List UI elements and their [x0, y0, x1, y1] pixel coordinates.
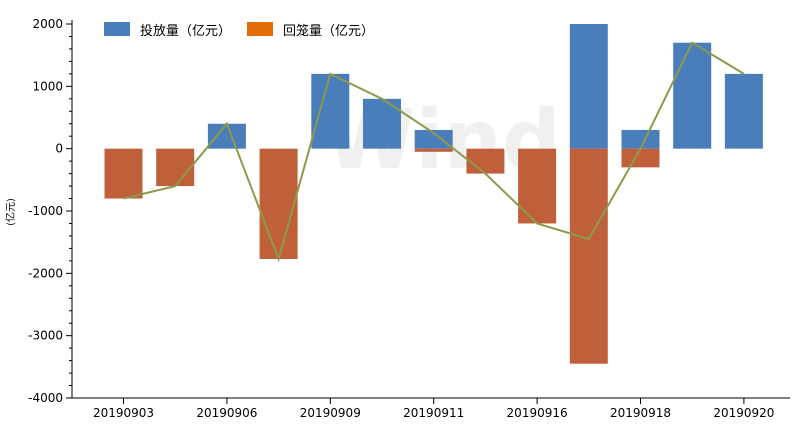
injection-bar — [311, 73, 350, 149]
injection-bar — [673, 42, 712, 149]
y-tick-label: -3000 — [28, 329, 63, 343]
legend-swatch — [104, 22, 130, 36]
x-tick-label: 20190920 — [713, 406, 774, 420]
y-axis-label: (亿元) — [4, 198, 17, 226]
y-tick-label: -1000 — [28, 204, 63, 218]
withdrawal-bar — [104, 148, 143, 199]
x-tick-label: 20190903 — [93, 406, 154, 420]
y-tick-label: 1000 — [32, 79, 63, 93]
injection-bar — [724, 73, 763, 149]
withdrawal-bar — [156, 148, 195, 187]
withdrawal-bar — [259, 148, 298, 259]
net-line — [123, 41, 745, 263]
withdrawal-bar — [621, 148, 660, 168]
injection-bar — [207, 123, 246, 149]
injection-bar — [621, 129, 660, 149]
bars — [104, 24, 763, 364]
withdrawal-bar — [569, 148, 608, 364]
x-tick-label: 20190909 — [300, 406, 361, 420]
y-tick-label: -4000 — [28, 391, 63, 405]
injection-bar — [414, 129, 453, 149]
x-tick-label: 20190906 — [196, 406, 257, 420]
withdrawal-bar — [518, 148, 557, 224]
y-tick-label: -2000 — [28, 266, 63, 280]
x-axis: 20190903 20190906 20190909 20190911 20190916… — [72, 397, 790, 420]
x-tick-label: 20190916 — [507, 406, 568, 420]
legend-label: 回笼量（亿元） — [283, 23, 374, 39]
y-tick-label: 2000 — [32, 17, 63, 31]
x-tick-label: 20190911 — [403, 406, 464, 420]
withdrawal-bar — [414, 148, 453, 152]
legend-label: 投放量（亿元） — [140, 23, 231, 39]
y-tick-label: 0 — [55, 142, 63, 156]
injection-bar — [569, 24, 608, 149]
legend-swatch — [247, 22, 273, 36]
withdrawal-bar — [466, 148, 505, 174]
y-axis: 2000 1000 0 -1000 -2000 -3000 -4000 — [28, 17, 73, 405]
x-tick-label: 20190918 — [610, 406, 671, 420]
legend: 投放量（亿元） 回笼量（亿元） — [104, 22, 374, 39]
injection-bar — [363, 98, 401, 149]
